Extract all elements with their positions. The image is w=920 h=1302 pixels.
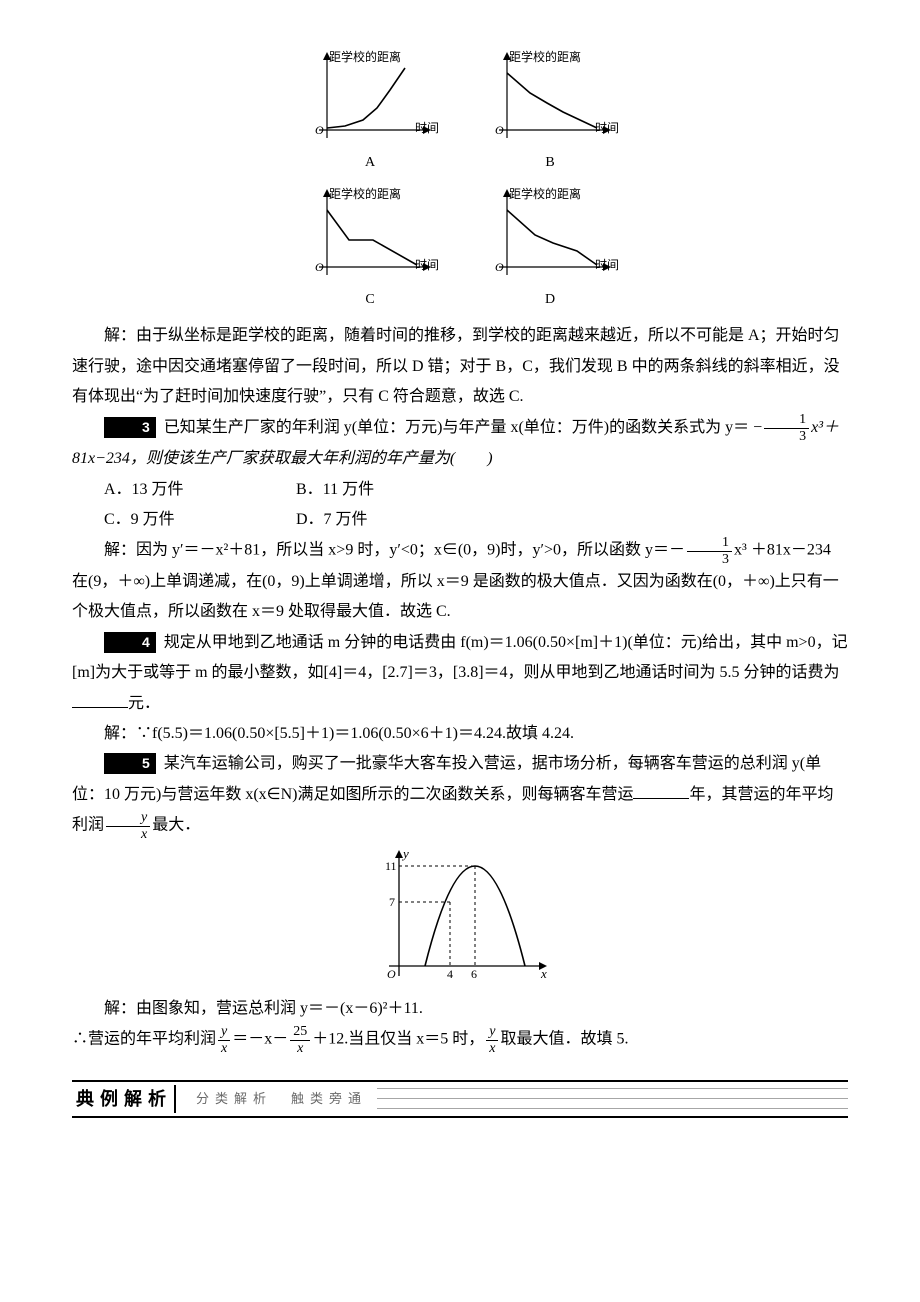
question-5: 5 某汽车运输公司，购买了一批豪华大客车投入营运，据市场分析，每辆客车营运的总利…: [72, 749, 848, 842]
q4-text1: 规定从甲地到乙地通话 m 分钟的电话费由 f(m)＝1.06(0.50×[m]＋…: [72, 634, 848, 681]
chart-A-caption: A: [365, 150, 375, 177]
chart-D: 距学校的距离 时间 O: [485, 185, 615, 285]
chart-B-xlabel: 时间: [595, 117, 619, 140]
sol5-b: ＝－x－: [232, 1031, 288, 1048]
sol3-frac: 13: [687, 535, 732, 567]
chart-D-wrap: 距学校的距离 时间 O D: [485, 185, 615, 314]
solution-4: 解：∵f(5.5)＝1.06(0.50×[5.5]＋1)＝1.06(0.50×6…: [72, 719, 848, 749]
chart-B-ylabel: 距学校的距离: [509, 46, 581, 69]
chart-A: 距学校的距离 时间 O: [305, 48, 435, 148]
q3-opt-A: A．13 万件: [104, 475, 296, 505]
chart-D-xlabel: 时间: [595, 254, 619, 277]
chart-B: 距学校的距离 时间 O: [485, 48, 615, 148]
chart-C-caption: C: [365, 287, 374, 314]
chart-B-wrap: 距学校的距离 时间 O B: [485, 48, 615, 177]
q3-options: A．13 万件 B．11 万件 C．9 万件 D．7 万件: [104, 475, 848, 536]
q3-opt-D: D．7 万件: [296, 505, 488, 535]
q3-frac: 13: [764, 412, 809, 444]
solution-3: 解：因为 y′＝－x²＋81，所以当 x>9 时，y′<0；x∈(0，9)时，y…: [72, 535, 848, 628]
chart-A-origin: O: [315, 119, 324, 142]
footer-rule-icon: [377, 1082, 848, 1116]
q5-blank: [633, 783, 689, 798]
q3-number: 3: [104, 417, 156, 438]
sol5-a: ∴营运的年平均利润: [72, 1031, 216, 1048]
solution-2: 解：由于纵坐标是距学校的距离，随着时间的推移，到学校的距离越来越近，所以不可能是…: [72, 321, 848, 412]
chart-C-xlabel: 时间: [415, 254, 439, 277]
chart-B-origin: O: [495, 119, 504, 142]
chart-row-2: 距学校的距离 时间 O C 距学校的距离 时间 O D: [72, 185, 848, 314]
q4-blank: [72, 692, 128, 707]
solution-5-line2: ∴营运的年平均利润yx＝－x－25x＋12.当且仅当 x＝5 时，yx取最大值．…: [72, 1024, 848, 1056]
parabola-figure: 11 7 O 4 6 x y: [72, 846, 848, 986]
q5-text3: 最大．: [152, 817, 200, 834]
q5-frac: yx: [106, 810, 150, 842]
footer-label: 典例解析: [72, 1082, 172, 1116]
q3-neg: −: [753, 419, 762, 436]
chart-D-ylabel: 距学校的距离: [509, 183, 581, 206]
svg-text:6: 6: [471, 967, 477, 981]
sol5-d: 取最大值．故填 5.: [500, 1031, 628, 1048]
chart-C-ylabel: 距学校的距离: [329, 183, 401, 206]
sol3-a: 解：因为 y′＝－x²＋81，所以当 x>9 时，y′<0；x∈(0，9)时，y…: [104, 542, 685, 559]
footer-sub: 分类解析 触类旁通: [178, 1087, 367, 1112]
q3-text-before: 已知某生产厂家的年利润 y(单位：万元)与年产量 x(单位：万件)的函数关系式为…: [164, 419, 749, 436]
sol5-frac1: yx: [218, 1024, 230, 1056]
sol5-frac2: 25x: [290, 1024, 310, 1056]
footer-divider-icon: [174, 1085, 176, 1113]
q3-opt-C: C．9 万件: [104, 505, 296, 535]
footer-label-wrap: 典例解析 分类解析 触类旁通: [72, 1082, 371, 1116]
svg-text:x: x: [540, 966, 547, 981]
solution-5-line1: 解：由图象知，营运总利润 y＝－(x－6)²＋11.: [72, 994, 848, 1024]
section-footer-bar: 典例解析 分类解析 触类旁通: [72, 1080, 848, 1118]
question-3: 3 已知某生产厂家的年利润 y(单位：万元)与年产量 x(单位：万件)的函数关系…: [72, 412, 848, 474]
svg-text:4: 4: [447, 967, 453, 981]
q5-number: 5: [104, 753, 156, 774]
sol5-frac3: yx: [486, 1024, 498, 1056]
chart-C: 距学校的距离 时间 O: [305, 185, 435, 285]
svg-text:O: O: [387, 967, 396, 981]
q4-text2: 元．: [128, 695, 160, 712]
svg-text:y: y: [401, 846, 409, 861]
chart-C-wrap: 距学校的距离 时间 O C: [305, 185, 435, 314]
q3-text: 已知某生产厂家的年利润 y(单位：万元)与年产量 x(单位：万件)的函数关系式为…: [72, 419, 839, 467]
chart-A-ylabel: 距学校的距离: [329, 46, 401, 69]
chart-A-xlabel: 时间: [415, 117, 439, 140]
chart-A-wrap: 距学校的距离 时间 O A: [305, 48, 435, 177]
q3-opt-B: B．11 万件: [296, 475, 488, 505]
svg-text:7: 7: [389, 895, 395, 909]
chart-B-caption: B: [545, 150, 554, 177]
svg-text:11: 11: [385, 859, 397, 873]
sol5-c: ＋12.当且仅当 x＝5 时，: [312, 1031, 484, 1048]
question-4: 4 规定从甲地到乙地通话 m 分钟的电话费由 f(m)＝1.06(0.50×[m…: [72, 628, 848, 719]
chart-D-origin: O: [495, 256, 504, 279]
chart-D-caption: D: [545, 287, 555, 314]
q4-number: 4: [104, 632, 156, 653]
chart-row-1: 距学校的距离 时间 O A 距学校的距离 时间 O B: [72, 48, 848, 177]
chart-C-origin: O: [315, 256, 324, 279]
sol3-b: x³: [734, 542, 747, 559]
